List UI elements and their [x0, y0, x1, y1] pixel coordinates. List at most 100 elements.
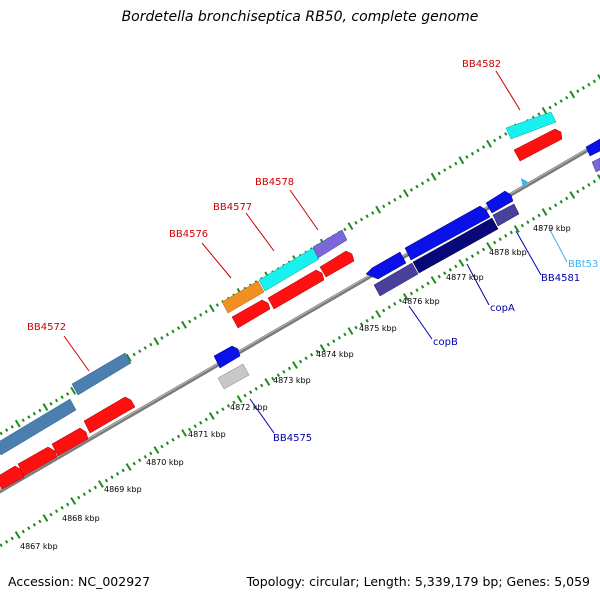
minor-tick — [493, 138, 497, 143]
gene-feature[interactable] — [0, 398, 77, 456]
minor-tick — [565, 196, 569, 201]
gene-label[interactable]: BB4575 — [273, 433, 312, 444]
gene-feature[interactable] — [17, 446, 58, 477]
minor-tick — [104, 478, 109, 483]
minor-tick — [448, 165, 452, 169]
leader-line — [249, 398, 275, 434]
gene-feature[interactable] — [404, 205, 491, 261]
leader-line — [201, 242, 232, 279]
minor-tick — [160, 336, 164, 340]
minor-tick — [204, 417, 208, 422]
minor-tick — [226, 404, 231, 408]
kbp-label: 4879 kbp — [533, 224, 571, 233]
gene-feature[interactable] — [213, 345, 241, 369]
minor-tick — [149, 342, 153, 347]
gene-feature[interactable] — [231, 299, 271, 329]
gene-feature[interactable] — [258, 247, 320, 292]
minor-tick — [504, 132, 508, 136]
minor-tick — [470, 254, 475, 258]
gene-label[interactable]: BB4572 — [27, 322, 66, 333]
minor-tick — [165, 441, 170, 445]
minor-tick — [60, 395, 64, 400]
minor-tick — [326, 342, 330, 347]
minor-tick — [54, 398, 59, 403]
minor-tick — [176, 326, 181, 330]
gene-feature[interactable] — [373, 262, 419, 297]
minor-tick — [371, 211, 375, 215]
major-tick — [208, 412, 215, 420]
minor-tick — [132, 461, 136, 466]
major-tick — [153, 337, 160, 346]
minor-tick — [382, 308, 386, 313]
minor-tick — [332, 339, 336, 344]
gene-feature[interactable] — [221, 280, 265, 314]
minor-tick — [5, 540, 9, 544]
major-tick — [236, 395, 243, 403]
minor-tick — [337, 336, 341, 340]
minor-tick — [49, 401, 53, 406]
gene-feature[interactable] — [505, 111, 557, 140]
major-tick — [208, 304, 215, 313]
minor-tick — [565, 95, 569, 100]
minor-tick — [437, 274, 441, 279]
minor-tick — [215, 303, 219, 307]
gene-feature[interactable] — [319, 250, 355, 278]
minor-tick — [420, 181, 425, 186]
major-tick — [458, 259, 465, 267]
minor-tick — [581, 86, 585, 90]
gene-label[interactable]: copB — [433, 337, 458, 348]
gene-feature[interactable] — [312, 229, 348, 259]
gene-feature[interactable] — [51, 427, 89, 457]
gene-feature[interactable] — [83, 396, 136, 434]
gene-label[interactable]: BB4581 — [541, 273, 580, 284]
gene-feature[interactable] — [492, 203, 520, 227]
major-tick — [264, 378, 271, 386]
minor-tick — [193, 424, 197, 429]
minor-tick — [365, 214, 369, 219]
major-tick — [14, 531, 21, 539]
minor-tick — [448, 267, 452, 272]
major-tick — [375, 205, 382, 214]
kbp-label: 4867 kbp — [20, 542, 58, 551]
kbp-label: 4877 kbp — [446, 273, 484, 282]
gene-feature[interactable] — [267, 269, 325, 310]
major-tick — [403, 189, 409, 198]
gene-feature[interactable] — [217, 363, 250, 390]
minor-tick — [249, 390, 253, 394]
minor-tick — [199, 313, 203, 317]
gene-label[interactable]: BB4576 — [169, 229, 208, 240]
minor-tick — [443, 168, 447, 172]
gene-feature[interactable] — [71, 352, 132, 396]
gene-label[interactable]: BB4577 — [213, 202, 252, 213]
minor-tick — [371, 315, 375, 320]
major-tick — [375, 310, 382, 318]
minor-tick — [10, 425, 14, 429]
minor-tick — [171, 329, 175, 334]
minor-tick — [304, 356, 308, 361]
gene-label[interactable]: BBt53 — [568, 259, 598, 270]
minor-tick — [0, 431, 3, 436]
gene-feature[interactable] — [513, 128, 563, 162]
minor-tick — [393, 198, 397, 202]
gene-feature[interactable] — [485, 190, 514, 214]
major-tick — [125, 463, 132, 471]
gene-feature[interactable] — [412, 217, 499, 274]
gene-feature[interactable] — [365, 251, 407, 280]
gene-label[interactable]: BB4582 — [462, 59, 501, 70]
minor-tick — [165, 332, 170, 337]
kbp-label: 4870 kbp — [146, 458, 184, 467]
gene-feature[interactable] — [591, 157, 600, 173]
minor-tick — [160, 444, 164, 449]
gene-feature[interactable] — [585, 138, 600, 157]
gene-label[interactable]: copA — [490, 303, 515, 314]
minor-tick — [310, 353, 314, 357]
trna-marker[interactable] — [521, 178, 528, 188]
gene-label[interactable]: BB4578 — [255, 177, 294, 188]
major-tick — [541, 106, 548, 115]
accession-text: Accession: NC_002927 — [8, 574, 151, 589]
minor-tick — [343, 227, 347, 232]
major-tick — [319, 344, 326, 352]
kbp-label: 4868 kbp — [62, 514, 100, 523]
minor-tick — [54, 509, 59, 513]
